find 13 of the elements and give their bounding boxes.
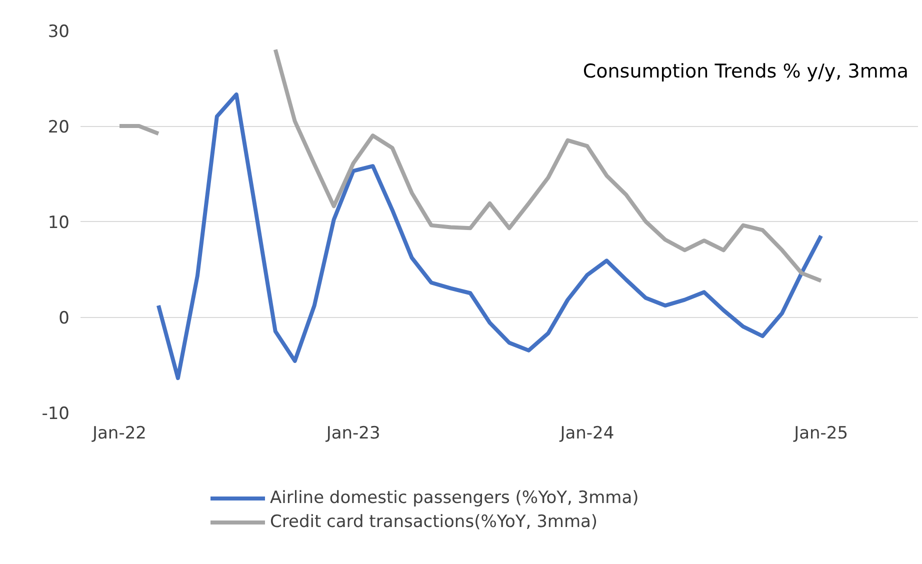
text: Consumption Trends % y/y, 3mma — [582, 60, 909, 82]
x-tick-label: Jan-24 — [559, 424, 614, 444]
y-tick-label: 20 — [48, 118, 70, 138]
y-tick-label: 30 — [48, 22, 70, 42]
y-tick-label: 10 — [48, 213, 70, 233]
y-tick-label: 0 — [58, 308, 70, 328]
x-tick-label: Jan-22 — [91, 424, 146, 444]
legend-label: Credit card transactions(%YoY, 3mma) — [270, 512, 598, 532]
legend-label: Airline domestic passengers (%YoY, 3mma) — [270, 488, 639, 508]
line-series — [156, 92, 824, 380]
x-tick-label: Jan-23 — [325, 424, 380, 444]
y-tick-label: -10 — [42, 404, 70, 424]
x-tick-label: Jan-25 — [793, 424, 848, 444]
